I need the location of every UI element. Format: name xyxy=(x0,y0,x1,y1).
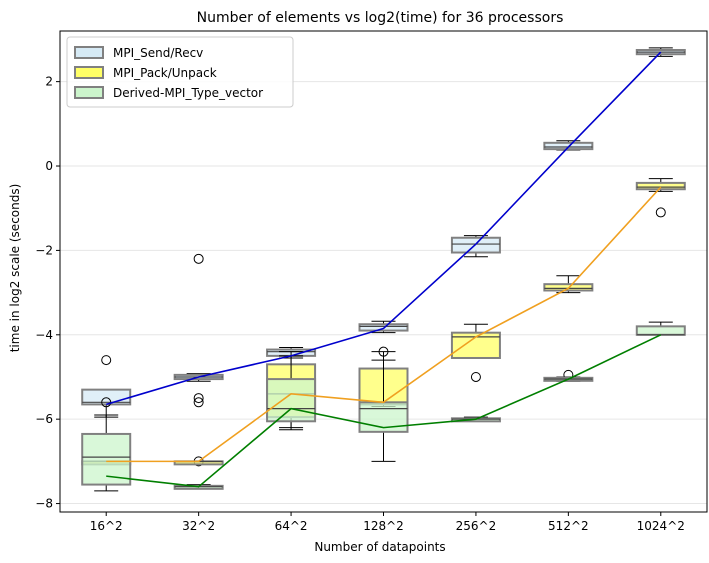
flier-point xyxy=(193,393,204,404)
legend-swatch xyxy=(74,86,104,99)
flier-point xyxy=(378,346,389,357)
x-tick-label: 1024^2 xyxy=(637,519,685,533)
box xyxy=(266,378,317,423)
legend-label: MPI_Send/Recv xyxy=(113,46,203,60)
box xyxy=(635,181,686,191)
y-tick-label: −8 xyxy=(35,497,53,511)
box xyxy=(635,325,686,336)
box xyxy=(81,432,132,486)
flier-point xyxy=(193,253,204,264)
series-line xyxy=(105,51,662,406)
flier-point xyxy=(655,207,666,218)
legend-label: MPI_Pack/Unpack xyxy=(113,66,217,80)
x-tick-label: 512^2 xyxy=(548,519,589,533)
flier-point xyxy=(470,371,481,382)
x-tick-label: 16^2 xyxy=(90,519,123,533)
chart-title: Number of elements vs log2(time) for 36 … xyxy=(197,10,564,26)
flier-point xyxy=(193,397,204,408)
x-tick-label: 128^2 xyxy=(363,519,404,533)
series-line xyxy=(106,334,662,488)
legend-box xyxy=(66,36,294,108)
y-tick-label: 0 xyxy=(45,159,53,173)
y-tick-label: −2 xyxy=(35,243,53,257)
y-axis-label: time in log2 scale (seconds) xyxy=(8,184,22,353)
x-tick-label: 32^2 xyxy=(182,519,215,533)
legend-swatch xyxy=(74,46,104,59)
x-tick-label: 256^2 xyxy=(456,519,497,533)
x-axis-label: Number of datapoints xyxy=(314,540,445,554)
legend-label: Derived-MPI_Type_vector xyxy=(113,86,263,100)
series-line xyxy=(106,186,662,463)
y-tick-label: 2 xyxy=(45,75,53,89)
y-tick-label: −4 xyxy=(35,328,53,342)
y-tick-label: −6 xyxy=(35,412,53,426)
flier-point xyxy=(101,355,112,366)
legend-swatch xyxy=(74,66,104,79)
x-tick-label: 64^2 xyxy=(275,519,308,533)
